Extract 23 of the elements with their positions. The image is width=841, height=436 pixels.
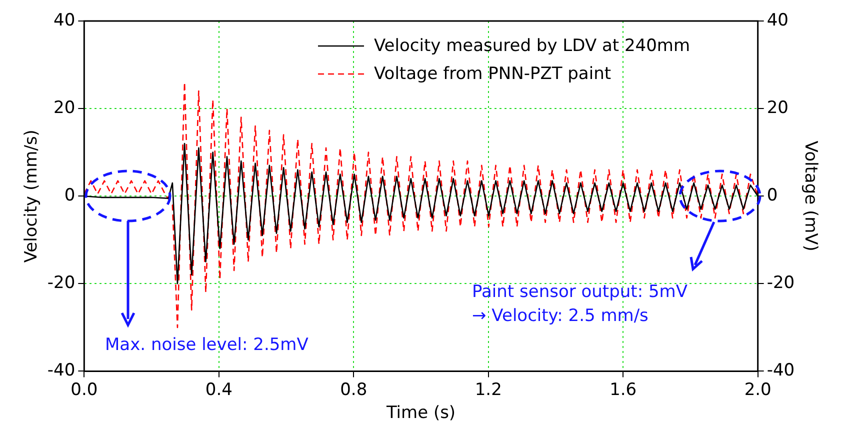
y2-axis-title: Voltage (mV): [800, 140, 820, 252]
y2-tick-label: 0: [766, 186, 778, 206]
x-tick-label: 2.0: [744, 380, 772, 400]
y-axis-title: Velocity (mm/s): [22, 130, 42, 263]
y-tick-label: -20: [47, 273, 76, 294]
y-tick-label: 0: [64, 186, 76, 206]
y2-tick-label: -40: [766, 360, 795, 381]
x-tick-label: 1.6: [610, 380, 637, 400]
annotation: Max. noise level: 2.5mV: [105, 334, 308, 357]
y-tick-label: -40: [47, 360, 76, 381]
x-tick-label: 1.2: [474, 380, 502, 400]
y2-tick-label: 20: [766, 98, 788, 118]
y2-tick-label: 40: [766, 10, 788, 30]
legend-label: Velocity measured by LDV at 240mm: [374, 36, 690, 56]
legend-label: Voltage from PNN-PZT paint: [374, 64, 612, 84]
x-axis-title: Time (s): [385, 403, 456, 424]
x-tick-label: 0.8: [340, 380, 368, 400]
y-tick-label: 20: [54, 98, 76, 118]
x-tick-label: 0.4: [205, 380, 232, 400]
x-tick-label: 0.0: [70, 380, 98, 400]
annotation: Paint sensor output: 5mV → Velocity: 2.5 mm/s: [472, 281, 688, 328]
y-tick-label: 40: [54, 10, 76, 30]
y2-tick-label: -20: [766, 273, 795, 294]
